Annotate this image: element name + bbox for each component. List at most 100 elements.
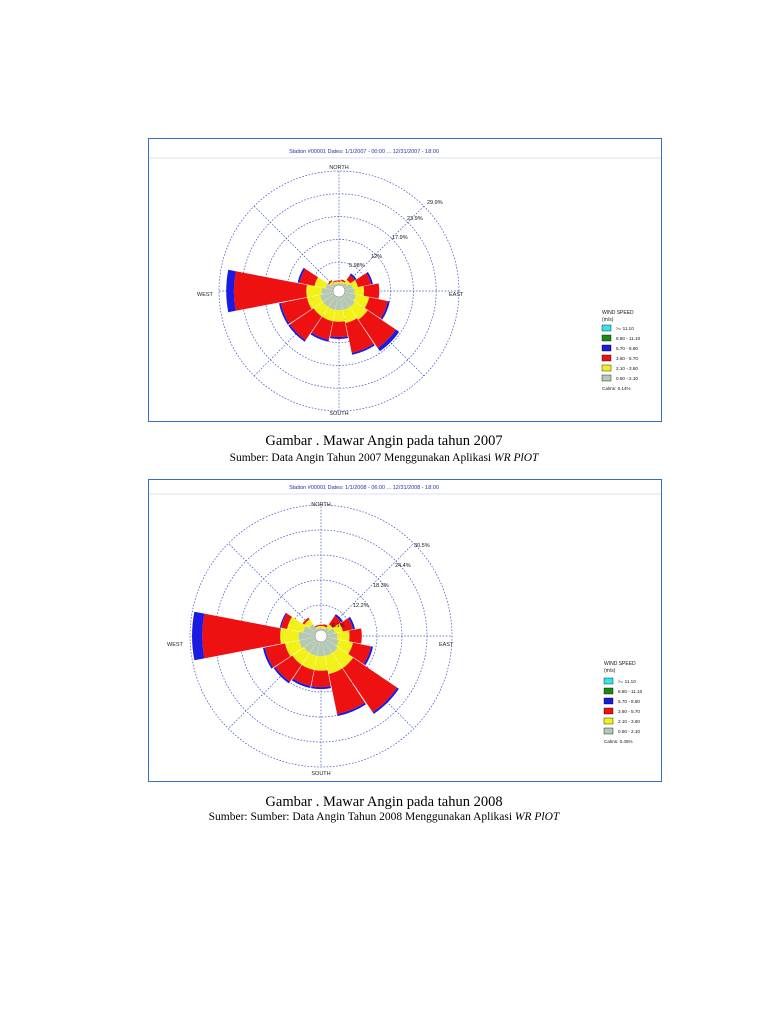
petal-segment-ssw — [322, 307, 336, 322]
figure-source-2008: Sumber: Sumber: Data Angin Tahun 2008 Me… — [0, 811, 768, 823]
petal-segment-ese — [364, 297, 388, 319]
ring-label: 12% — [371, 254, 382, 260]
legend: WIND SPEED (m/s) >= 11.10 8.80 - 11.10 5… — [601, 310, 641, 391]
petal-segment-ene — [366, 271, 373, 285]
petal-segment-ene — [344, 283, 353, 290]
petal-segment-nw — [302, 617, 310, 625]
direction-east-label: EAST — [439, 642, 454, 648]
petal-segment-nnw — [315, 626, 320, 630]
legend-swatch — [601, 334, 612, 342]
petal-segment-ssw — [292, 664, 314, 687]
petal-segment-s — [329, 336, 349, 339]
petal-segment-wsw — [299, 637, 316, 649]
legend-bin-label: 2.10 - 3.60 — [616, 366, 638, 371]
legend-bin-label: 5.70 - 8.80 — [616, 346, 638, 351]
legend-swatch — [601, 354, 612, 362]
petal-segment-wnw — [303, 625, 316, 635]
petal-segment-wsw — [280, 297, 312, 324]
petal-segment-ne — [334, 614, 343, 623]
petal-segment-e — [349, 628, 362, 644]
petal-segment-se — [358, 310, 397, 349]
petal-segment-w — [202, 613, 281, 659]
petal-segment-s — [333, 309, 345, 322]
petal-segment-ese — [326, 637, 339, 647]
legend-bin-label: 3.60 - 5.70 — [616, 356, 638, 361]
petal-segment-se — [342, 294, 356, 308]
legend-unit: (m/s) — [602, 317, 614, 323]
legend-title: WIND SPEED — [602, 310, 634, 316]
wind-rose-panel-2008: Station #00001 Dates: 1/1/2008 - 06:00 .… — [148, 479, 662, 782]
petal-segment-n — [337, 280, 341, 282]
petal-segment-s — [310, 686, 332, 690]
petal-segment-w — [298, 631, 316, 641]
petal-segment-ne — [349, 273, 357, 281]
legend-bin-label: 8.80 - 11.10 — [616, 336, 641, 341]
petal-segment-ssw — [291, 678, 311, 689]
petal-segment-w — [280, 628, 300, 644]
legend-bin-label: 5.70 - 8.80 — [618, 699, 640, 704]
ring-label: 18.3% — [373, 583, 389, 589]
petal-segment-s — [314, 655, 328, 671]
petal-segment-ese — [348, 642, 372, 665]
source-text: Sumber: Sumber: Data Angin Tahun 2008 Me… — [208, 811, 513, 823]
petal-segment-ese — [336, 639, 353, 654]
legend-swatch — [603, 717, 614, 725]
petal-segment-e — [354, 286, 365, 296]
petal-segment-nnw — [332, 280, 338, 283]
petal-segment-ene — [339, 618, 353, 632]
petal-segment-ese — [353, 294, 370, 308]
petal-segment-n — [319, 625, 323, 629]
petal-segment-s — [335, 296, 343, 311]
petal-segment-se — [342, 657, 398, 713]
petal-segment-nnw — [333, 281, 338, 285]
petal-segment-wsw — [264, 643, 291, 668]
calm-circle — [314, 629, 328, 643]
source-app-name: WR PlOT — [494, 452, 539, 464]
direction-south-label: SOUTH — [311, 771, 330, 777]
ring-label: 5.98% — [349, 263, 365, 269]
direction-north-label: NORTH — [329, 165, 348, 171]
petal-segment-s — [311, 670, 331, 688]
direction-north-label: NORTH — [311, 502, 330, 508]
calm-circle — [332, 284, 346, 298]
legend-swatch — [601, 364, 612, 372]
ring-label: 29.9% — [427, 200, 443, 206]
petal-segment-nne — [322, 626, 327, 630]
petal-segment-wnw — [297, 267, 306, 283]
petal-segment-ene — [355, 273, 372, 288]
petal-segment-ne — [344, 279, 351, 286]
source-text: Sumber: Data Angin Tahun 2007 Menggunaka… — [229, 452, 492, 464]
legend-swatch — [601, 374, 612, 382]
petal-segment-sw — [313, 301, 329, 317]
wind-rose-panel-2007: Station #00001 Dates: 1/1/2007 - 00:00 .… — [148, 138, 662, 422]
petal-segment-sse — [337, 702, 366, 717]
petal-segment-wsw — [262, 647, 274, 669]
legend-calms: Calms: 0.45% — [604, 739, 633, 744]
grid-spoke — [228, 635, 322, 729]
petal-segment-n — [318, 624, 324, 627]
petal-segment-nnw — [314, 624, 319, 628]
petal-segment-ssw — [310, 332, 329, 342]
petal-segment-sw — [288, 324, 306, 342]
petal-segment-ssw — [311, 316, 333, 340]
legend-bin-label: 3.60 - 5.70 — [618, 709, 640, 714]
petal-segment-se — [372, 687, 399, 714]
figure-caption-2007: Gambar . Mawar Angin pada tahun 2007 — [265, 433, 503, 449]
legend-swatch — [603, 677, 614, 685]
petal-segment-sse — [342, 307, 357, 324]
petal-segment-ne — [346, 274, 356, 284]
grid-spoke — [228, 543, 322, 637]
petal-segment-se — [324, 639, 338, 653]
petal-segment-wsw — [285, 640, 303, 657]
legend-swatch — [603, 697, 614, 705]
petal-segment-nw — [309, 624, 318, 633]
petal-segment-sse — [325, 652, 343, 674]
petal-segment-n — [337, 283, 341, 286]
petal-segment-nw — [304, 619, 314, 629]
legend-bin-label: 0.50 - 2.10 — [618, 729, 640, 734]
petal-segment-wsw — [306, 294, 323, 309]
petal-segment-wsw — [320, 292, 334, 302]
petal-segment-sw — [289, 308, 322, 341]
petal-segment-sw — [273, 666, 291, 684]
petal-segment-ssw — [301, 652, 317, 670]
